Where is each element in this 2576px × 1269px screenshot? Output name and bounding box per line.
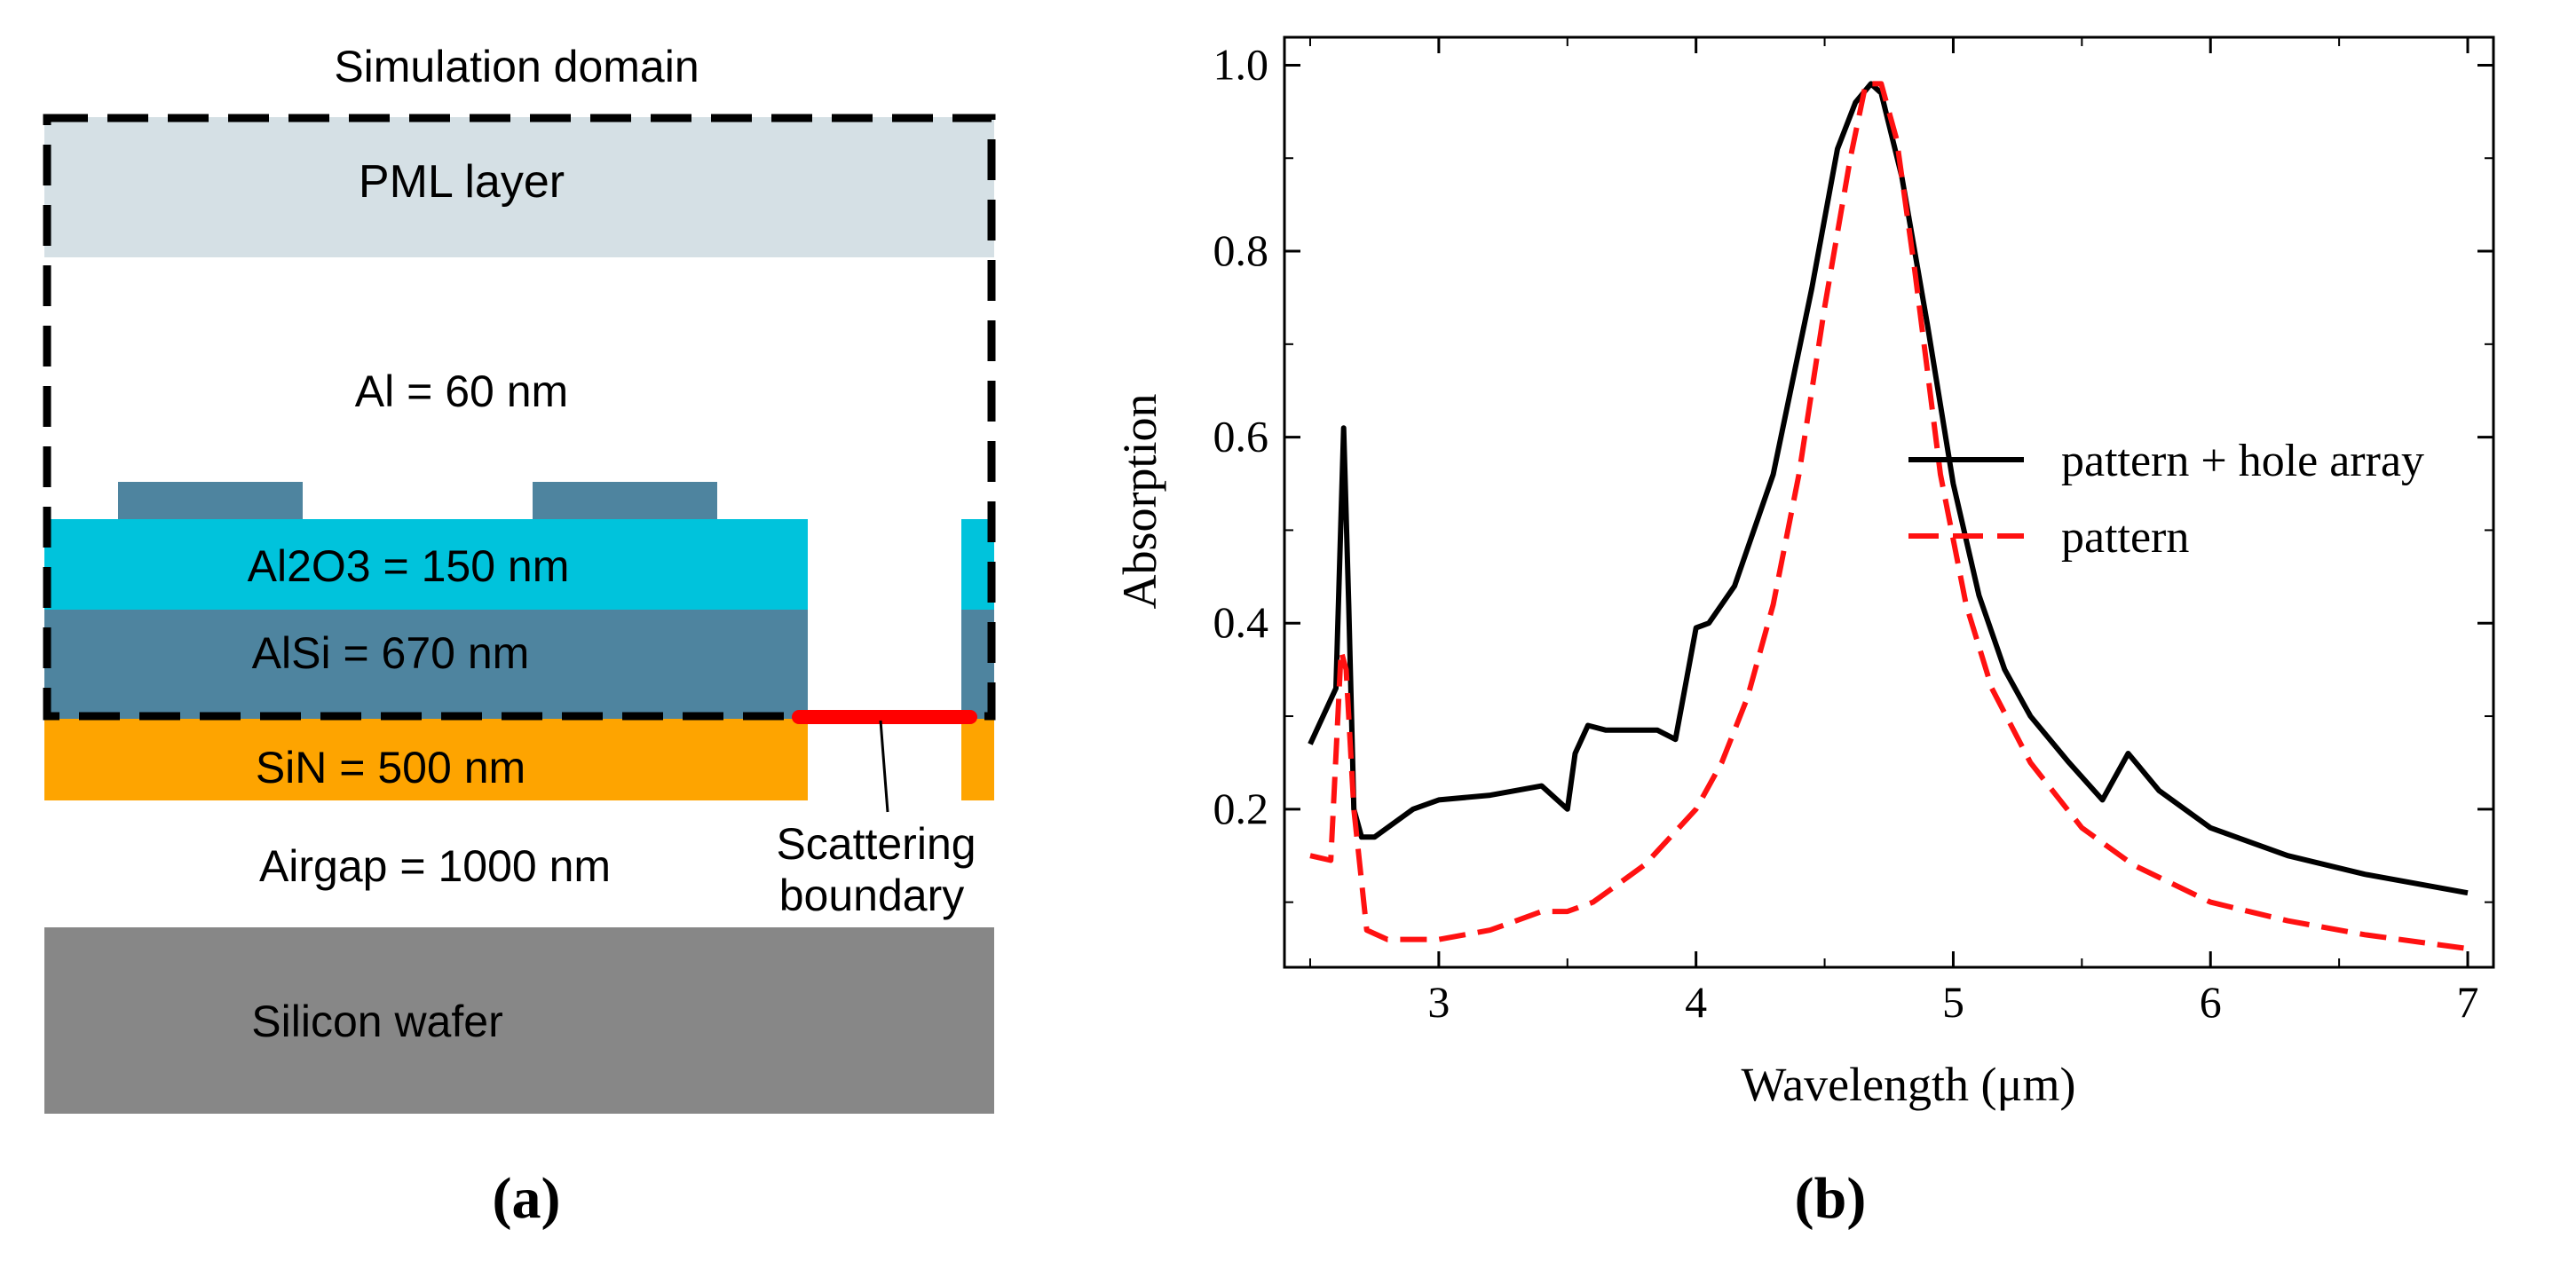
simulation-domain-boundary (43, 114, 996, 721)
x-tick-label: 4 (1685, 977, 1707, 1027)
alsi-layer-label: AlSi = 670 nm (252, 628, 530, 678)
pml-layer (44, 117, 994, 257)
x-axis-ticks: 3 4 5 6 7 (1308, 37, 2479, 1027)
al-pad-right (533, 482, 717, 519)
pml-layer-label: PML layer (359, 156, 565, 208)
y-axis-ticks: 0.2 0.4 0.6 0.8 1.0 (1213, 39, 2493, 903)
airgap-label: Airgap = 1000 nm (259, 841, 611, 891)
simulation-domain-title: Simulation domain (334, 42, 699, 91)
scattering-label-line2: boundary (779, 871, 965, 920)
x-tick-label: 3 (1427, 977, 1450, 1027)
al2o3-layer-label: Al2O3 = 150 nm (248, 541, 570, 591)
y-axis-label: Absorption (1113, 394, 1166, 610)
al-layer-label: Al = 60 nm (355, 367, 568, 416)
series-line-pattern-hole-array (1308, 81, 2469, 896)
caption-b: (b) (1795, 1166, 1867, 1231)
series-layer (1308, 81, 2469, 951)
x-tick-label: 7 (2457, 977, 2479, 1027)
y-tick-label: 1.0 (1213, 39, 1269, 89)
plot-frame (1283, 35, 2495, 969)
sin-layer (44, 719, 808, 800)
x-axis-label: Wavelength (μm) (1742, 1058, 2076, 1111)
y-tick-label: 0.2 (1213, 784, 1269, 833)
series-line-pattern (1309, 81, 2469, 951)
alsi-layer (44, 610, 808, 719)
al2o3-layer (44, 519, 808, 610)
legend: pattern + hole array pattern (1908, 436, 2424, 563)
legend-label-pattern: pattern (2061, 512, 2189, 563)
scattering-label-line1: Scattering (776, 819, 976, 869)
silicon-wafer-label: Silicon wafer (251, 997, 502, 1046)
x-tick-label: 5 (1942, 977, 1964, 1027)
sin-layer-label: SiN = 500 nm (256, 743, 525, 792)
al-pad-left (118, 482, 303, 519)
y-tick-label: 0.8 (1213, 225, 1269, 275)
legend-label-pattern-hole-array: pattern + hole array (2061, 436, 2424, 486)
caption-a: (a) (493, 1166, 561, 1231)
scattering-boundary-pointer (879, 720, 889, 813)
x-tick-label: 6 (2200, 977, 2222, 1027)
y-tick-label: 0.4 (1213, 597, 1269, 647)
silicon-wafer (44, 927, 994, 1114)
sin-layer-right (961, 719, 994, 800)
y-tick-label: 0.6 (1213, 412, 1269, 461)
panel-b-chart: 3 4 5 6 7 0.2 0.4 0.6 0.8 1.0 Wavelength (μm) Ab… (1113, 35, 2495, 1231)
panel-a-diagram: Simulation domain PML layer Al = 60 nm A… (43, 42, 996, 1231)
